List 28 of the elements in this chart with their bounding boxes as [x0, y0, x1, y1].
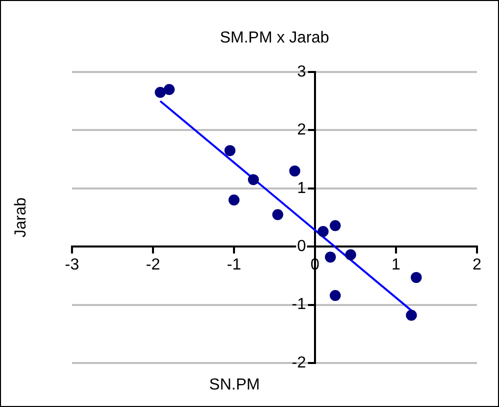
y-tick-label: -2 [292, 354, 306, 372]
y-tick-label: 1 [297, 180, 306, 197]
point [224, 145, 236, 156]
point [154, 86, 166, 98]
x-tick-label: 1 [392, 256, 401, 274]
y-tick-label: -1 [292, 296, 306, 314]
point [345, 249, 356, 260]
x-axis-title: SN.PM [209, 376, 260, 394]
y-tick-label: 3 [297, 63, 306, 80]
x-tick-label: -3 [64, 256, 80, 274]
y-axis-title: Jarab [12, 197, 30, 238]
point [248, 174, 259, 186]
point [318, 226, 329, 237]
point [289, 165, 300, 176]
point [410, 272, 422, 283]
y-tick-label: 2 [297, 122, 306, 139]
point [330, 290, 341, 301]
x-tick-label: -2 [146, 256, 160, 274]
point [406, 310, 417, 321]
point [164, 84, 175, 95]
chart-title: SM.PM x Jarab [220, 29, 330, 46]
point [324, 252, 336, 263]
point [272, 209, 284, 220]
point [228, 194, 240, 206]
x-tick-label: -1 [226, 256, 242, 274]
point [330, 220, 341, 232]
x-tick-label: 2 [472, 256, 482, 274]
y-tick-label: 0 [297, 238, 306, 256]
